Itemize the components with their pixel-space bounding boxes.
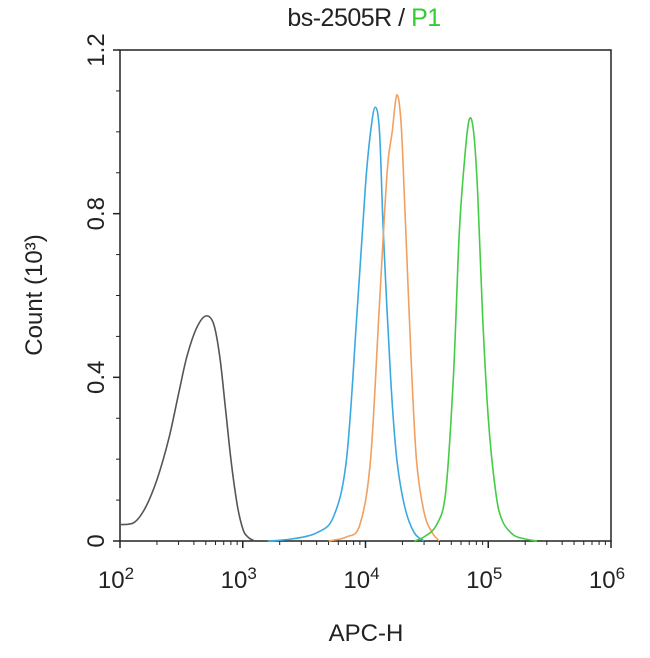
x-tick-label: 104: [343, 564, 379, 594]
x-tick-label: 102: [98, 564, 134, 594]
y-tick-label: 1.2: [83, 33, 110, 66]
x-tick-label: 103: [221, 564, 257, 594]
x-tick-label: 106: [589, 564, 625, 594]
series-p1: [413, 116, 538, 542]
chart-title-main: bs-2505R: [287, 4, 392, 32]
x-axis-label: APC-H: [329, 620, 404, 647]
series-isotype-control: [267, 106, 425, 542]
major-tick-group: [113, 49, 612, 548]
y-tick-label: 0: [83, 534, 110, 547]
chart-title-gate: P1: [411, 4, 441, 32]
y-axis-label: Count (10³): [21, 234, 48, 355]
y-tick-label: 0.8: [83, 197, 110, 230]
series-layer: [119, 94, 538, 542]
series-bs-2505r: [328, 94, 441, 542]
y-tick-label: 0.4: [83, 361, 110, 394]
chart-title: bs-2505R / P1: [0, 4, 650, 33]
y-tick-labels: 0 0.4 0.8 1.2: [83, 33, 110, 547]
x-tick-label: 105: [466, 564, 502, 594]
series-blank-control: [119, 315, 256, 542]
x-tick-labels: 102 103 104 105 106: [98, 564, 625, 594]
minor-tick-group: [116, 90, 606, 545]
plot-frame: [119, 49, 612, 542]
chart-title-separator: /: [391, 4, 412, 32]
